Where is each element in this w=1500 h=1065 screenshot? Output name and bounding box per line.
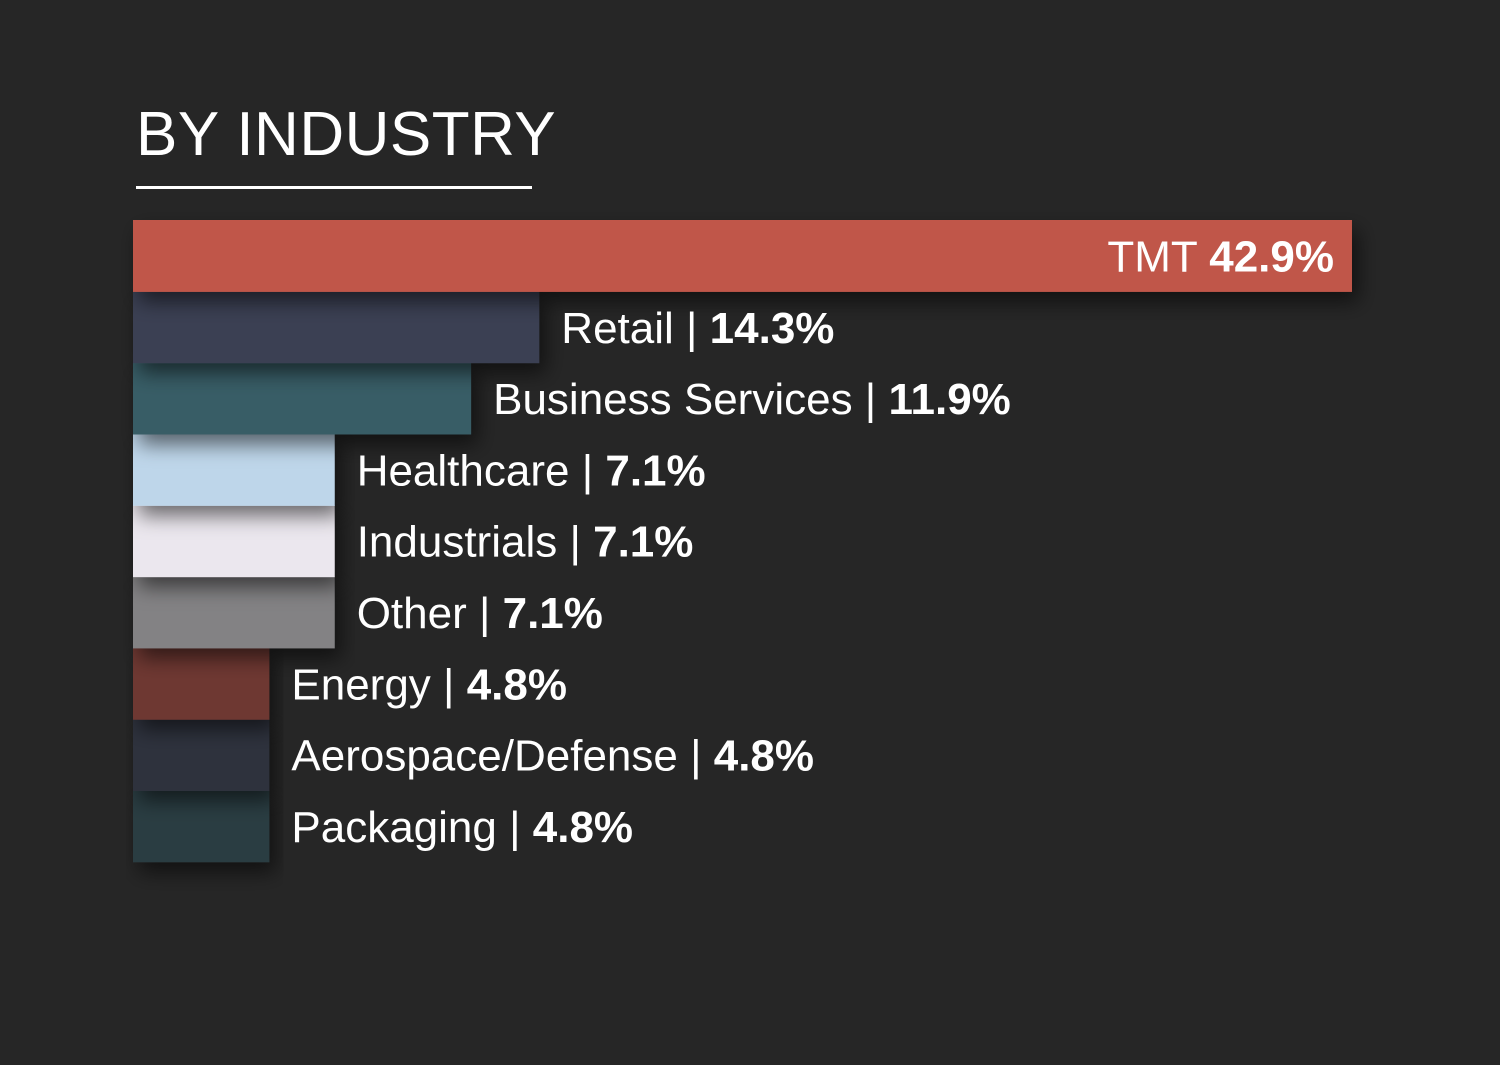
bar-label-aerospace-defense: Aerospace/Defense | 4.8% [291, 732, 814, 781]
bar-label-healthcare: Healthcare | 7.1% [357, 446, 706, 495]
bar-industrials [133, 505, 335, 578]
chart-title: BY INDUSTRY [136, 100, 557, 169]
bar-label-other: Other | 7.1% [357, 589, 603, 638]
bar-label-tmt: TMT 42.9% [1107, 233, 1334, 282]
bar-label-packaging: Packaging | 4.8% [291, 803, 633, 852]
title-underline [136, 186, 532, 189]
bar-label-energy: Energy | 4.8% [291, 660, 567, 709]
bar-tmt [133, 220, 1352, 292]
bar-other [133, 576, 335, 649]
bar-packaging [133, 790, 270, 863]
bar-aerospace-defense [133, 719, 270, 791]
bar-label-business-services: Business Services | 11.9% [493, 375, 1011, 424]
bar-retail [133, 291, 540, 364]
bar-energy [133, 647, 270, 720]
bar-label-industrials: Industrials | 7.1% [357, 518, 694, 567]
bar-healthcare [133, 433, 335, 506]
labels-group: TMT 42.9% Retail | 14.3% Business Services… [291, 233, 1334, 852]
bar-label-retail: Retail | 14.3% [561, 304, 834, 353]
bar-business-services [133, 362, 472, 435]
bars-group [133, 220, 1352, 863]
